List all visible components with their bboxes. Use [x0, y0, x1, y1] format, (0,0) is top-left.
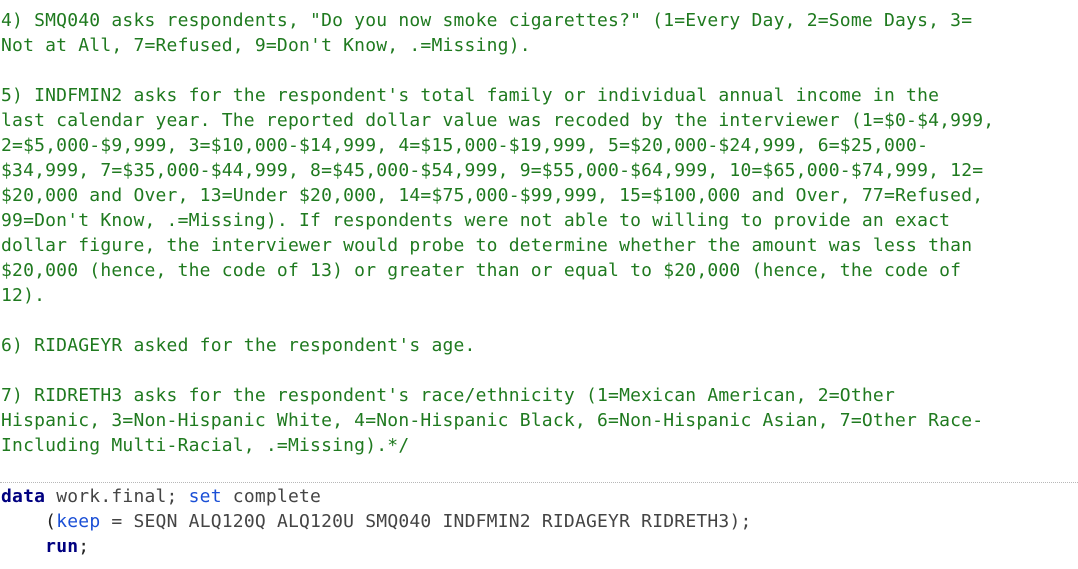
open-paren: ( [45, 511, 57, 532]
code-line-run-statement: run; [1, 534, 1075, 559]
comment-line: 5) INDFMIN2 asks for the respondent's to… [1, 85, 940, 106]
comment-line: 4) SMQ040 asks respondents, "Do you now … [1, 10, 973, 31]
comment-line: $20,000 (hence, the code of 13) or great… [1, 260, 962, 281]
comment-line: Hispanic, 3=Non-Hispanic White, 4=Non-Hi… [1, 410, 984, 431]
comment-line [1, 58, 1075, 83]
comment-line: Not at All, 7=Refused, 9=Don't Know, .=M… [1, 35, 531, 56]
keyword-keep: keep [56, 511, 101, 532]
comment-line: 99=Don't Know, .=Missing). If respondent… [1, 210, 951, 231]
comment-line: $20,000 and Over, 13=Under $20,000, 14=$… [1, 185, 984, 206]
comment-line: Including Multi-Racial, .=Missing).*/ [1, 435, 410, 456]
source-dataset: complete [221, 486, 322, 507]
comment-line: last calendar year. The reported dollar … [1, 110, 995, 131]
comment-line: 12). [1, 285, 46, 306]
semicolon: ; [78, 536, 90, 557]
indent [1, 511, 45, 532]
keyword-set: set [188, 486, 222, 507]
comment-block: 4) SMQ040 asks respondents, "Do you now … [1, 8, 1075, 458]
code-line-data-statement: data work.final; set complete [1, 484, 1075, 509]
comment-line: 7) RIDRETH3 asks for the respondent's ra… [1, 385, 895, 406]
comment-line: 2=$5,000-$9,999, 3=$10,000-$14,999, 4=$1… [1, 135, 929, 156]
indent [1, 536, 45, 557]
comment-line: 6) RIDAGEYR asked for the respondent's a… [1, 335, 476, 356]
comment-line [1, 358, 1075, 383]
comment-line: $34,999, 7=$35,000-$44,999, 8=$45,000-$5… [1, 160, 984, 181]
comment-line [1, 308, 1075, 333]
code-line-keep-option: (keep = SEQN ALQ120Q ALQ120U SMQ040 INDF… [1, 509, 1075, 534]
step-separator [0, 482, 1078, 483]
dataset-name: work.final; [45, 486, 189, 507]
comment-line: dollar figure, the interviewer would pro… [1, 235, 973, 256]
keyword-data: data [1, 486, 46, 507]
data-step-code: data work.final; set complete (keep = SE… [1, 484, 1075, 559]
keep-variables: = SEQN ALQ120Q ALQ120U SMQ040 INDFMIN2 R… [100, 511, 752, 532]
keyword-run: run [45, 536, 79, 557]
